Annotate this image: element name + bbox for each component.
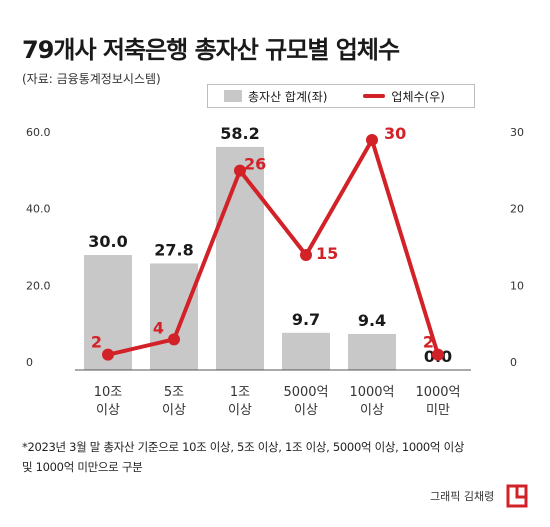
x-tick-label: 이상 [228, 403, 252, 418]
line-value-label: 30 [384, 124, 406, 143]
brand-logo-icon [506, 484, 528, 508]
graphic-credit: 그래픽 김채령 [430, 490, 495, 503]
bar [216, 146, 264, 370]
line-point [234, 164, 246, 177]
line-value-label: 2 [423, 333, 434, 352]
y-right-tick-label: 10 [510, 279, 524, 292]
bar-value-label: 27.8 [154, 240, 193, 259]
x-tick-label: 이상 [360, 403, 384, 418]
bar [282, 332, 330, 370]
x-tick-label: 1조 [230, 385, 250, 400]
line-point [102, 348, 114, 361]
bar-value-label: 9.7 [292, 310, 320, 329]
x-tick-label: 미만 [426, 403, 450, 418]
line-point [300, 249, 312, 261]
line-series-path [106, 138, 440, 357]
line-value-label: 4 [153, 318, 164, 337]
line-point [432, 348, 444, 361]
legend-line-swatch [363, 94, 386, 98]
x-tick-label: 이상 [96, 403, 120, 418]
line-point [366, 134, 378, 146]
bar-value-label: 9.4 [358, 311, 386, 330]
line-value-label: 2 [91, 333, 102, 352]
chart-canvas: 020.040.060.0010203030.027.858.29.79.40.… [26, 124, 524, 418]
y-right-tick-label: 20 [510, 203, 524, 216]
line-value-label: 26 [244, 155, 266, 174]
x-tick-label: 10조 [94, 385, 123, 400]
x-tick-label: 1000억 [415, 385, 460, 400]
x-tick-label: 5조 [164, 385, 184, 400]
legend: 총자산 합계(좌) 업체수(우) [207, 84, 475, 108]
footnote-line-1: *2023년 3월 말 총자산 기준으로 10조 이상, 5조 이상, 1조 이… [22, 440, 465, 454]
footnote: *2023년 3월 말 총자산 기준으로 10조 이상, 5조 이상, 1조 이… [22, 437, 464, 477]
x-tick-label: 5000억 [283, 385, 328, 400]
footnote-line-2: 및 1000억 미만으로 구분 [22, 460, 143, 474]
line-value-label: 15 [316, 244, 338, 263]
y-left-tick-label: 40.0 [26, 203, 51, 216]
y-left-tick-label: 20.0 [26, 279, 51, 292]
chart-title: 79개사 저축은행 총자산 규모별 업체수 [22, 36, 400, 64]
y-left-tick-label: 0 [26, 356, 33, 369]
bar [348, 333, 396, 370]
x-tick-label: 이상 [162, 403, 186, 418]
bar [150, 263, 198, 370]
line-point [168, 333, 180, 346]
x-tick-label: 이상 [294, 403, 318, 418]
x-tick-label: 1000억 [349, 385, 394, 400]
y-right-tick-label: 0 [510, 356, 517, 369]
y-right-tick-label: 30 [510, 126, 524, 139]
bar-value-label: 58.2 [220, 124, 259, 143]
legend-bar-swatch [224, 90, 242, 102]
legend-bar-label: 총자산 합계(좌) [248, 89, 328, 104]
bar-value-label: 30.0 [88, 232, 127, 251]
chart-source: (자료: 금융통계정보시스템) [22, 72, 161, 86]
legend-line-label: 업체수(우) [391, 89, 445, 104]
y-left-tick-label: 60.0 [26, 126, 51, 139]
